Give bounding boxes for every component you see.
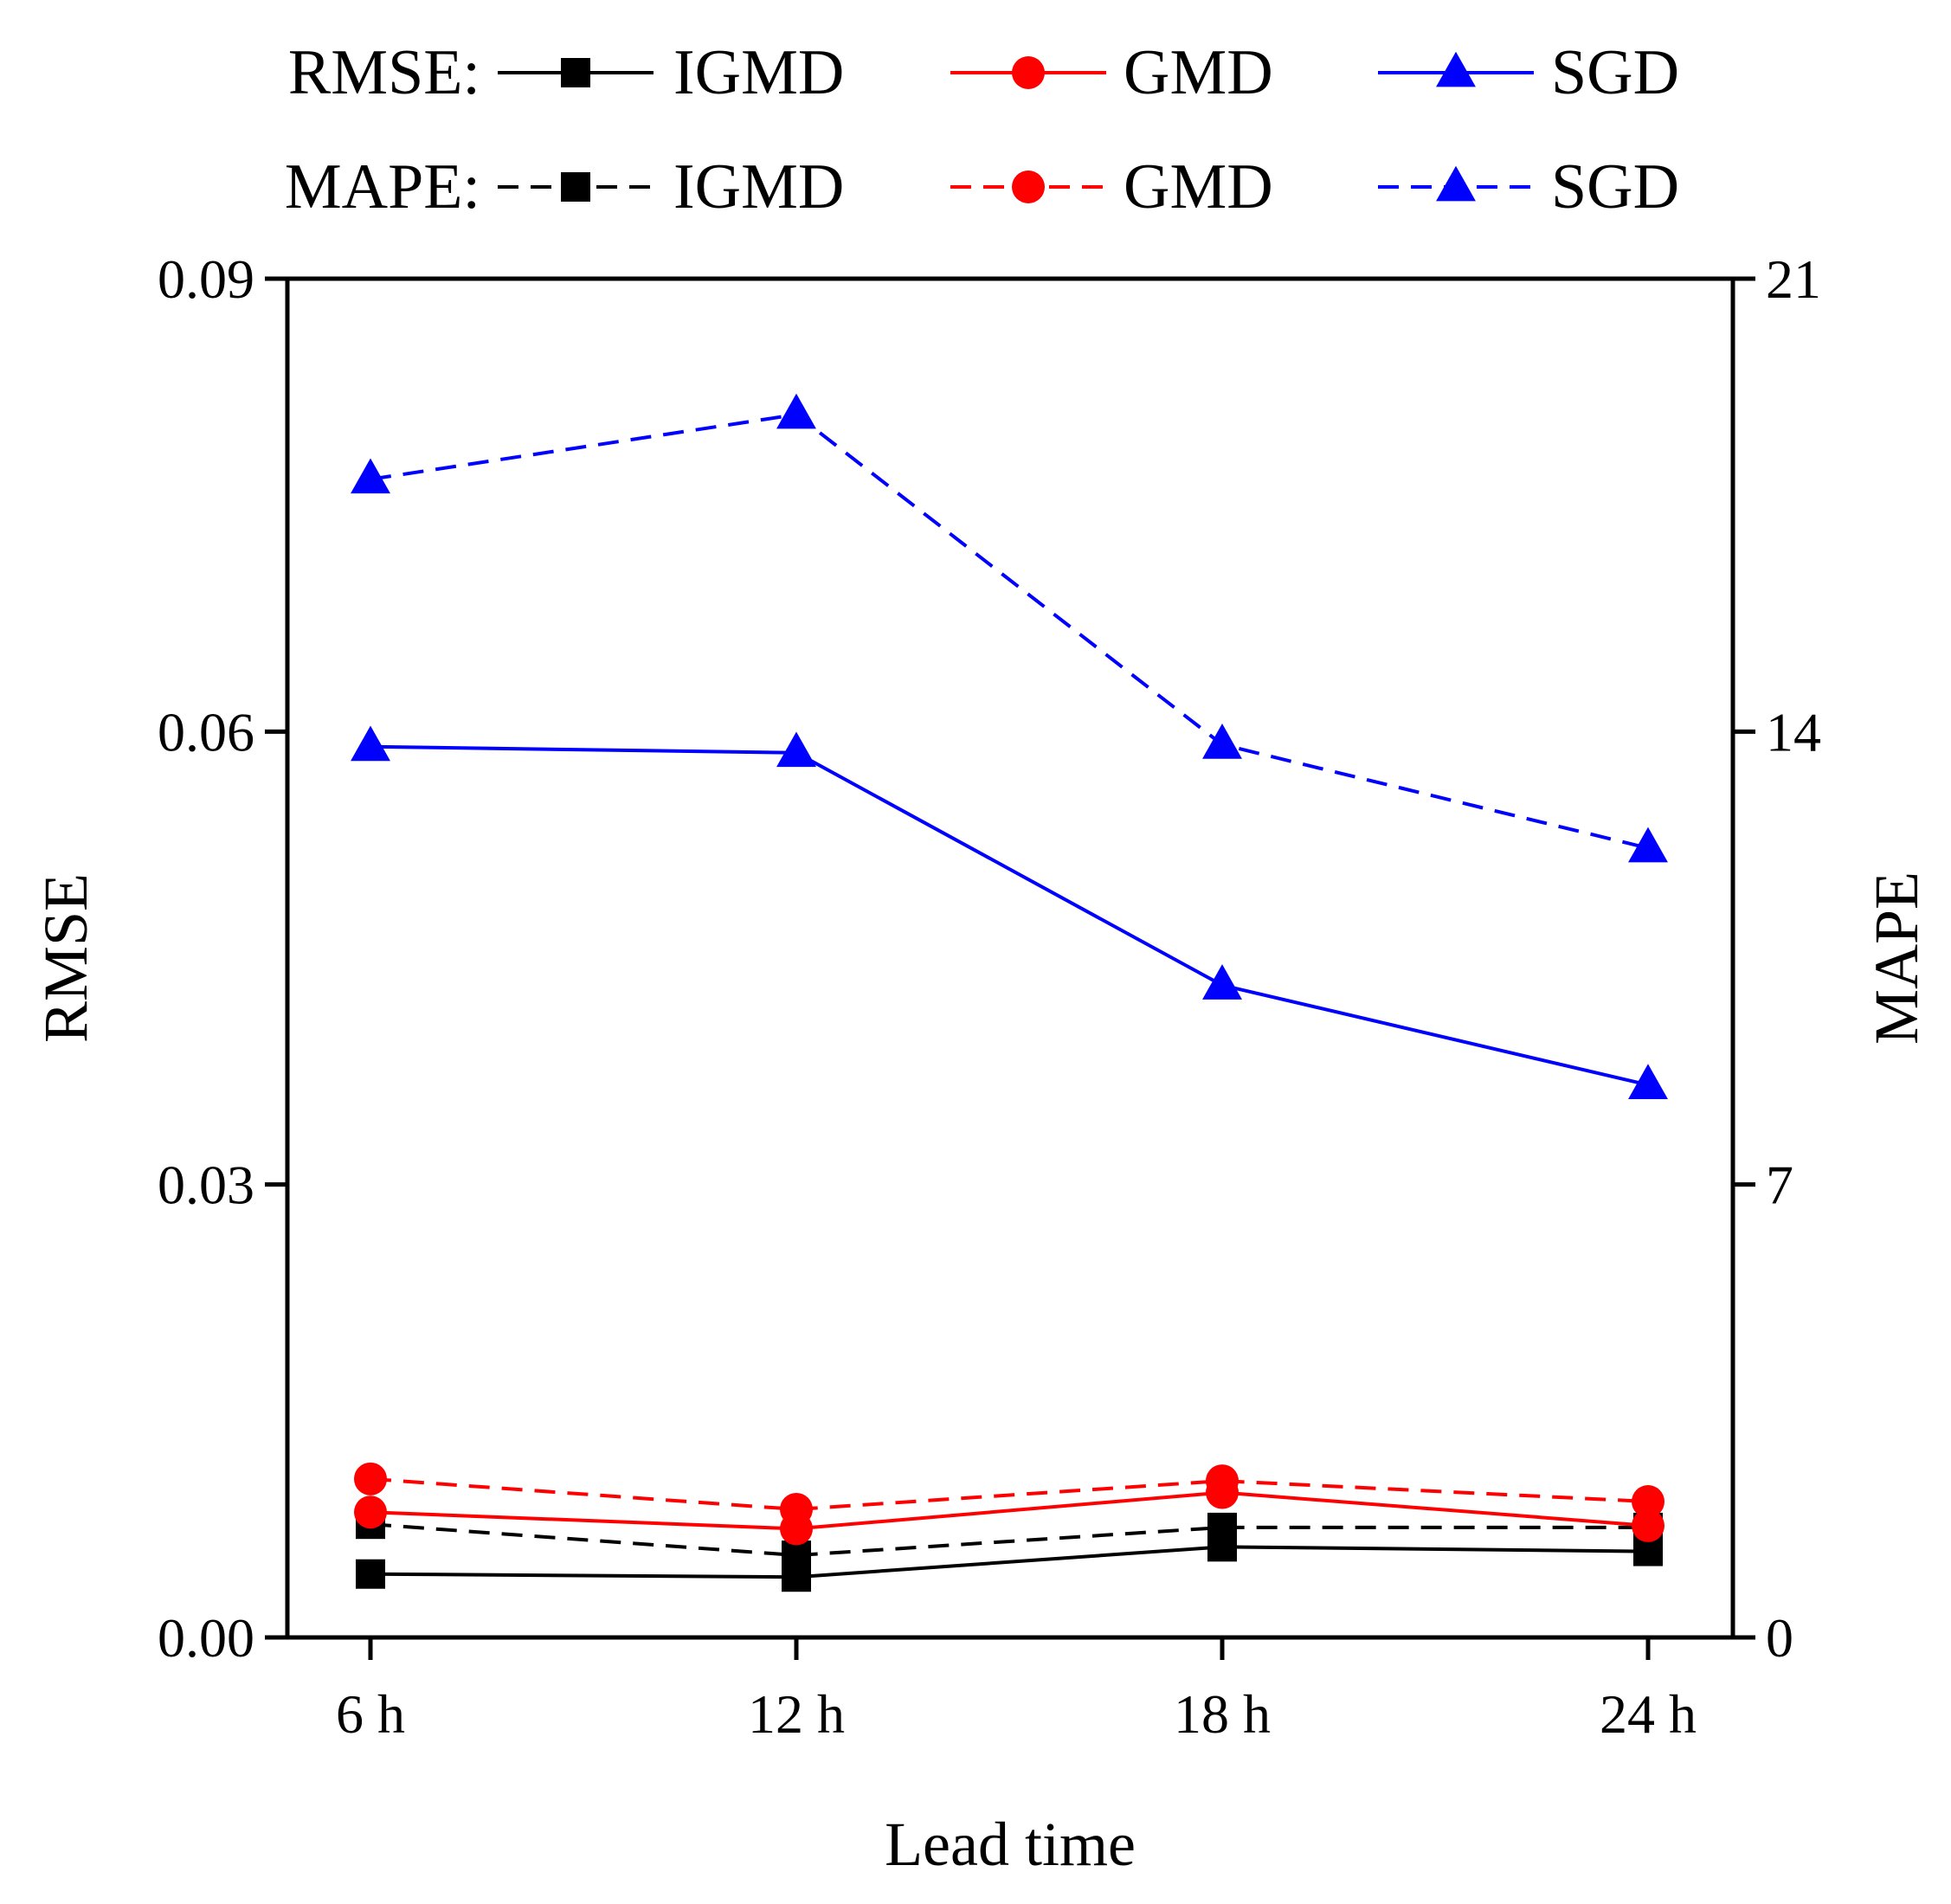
series-line-mape-gmd (370, 1476, 1649, 1511)
legend-label: SGD (1551, 37, 1679, 108)
data-point-rmse-igmd (1207, 1532, 1237, 1562)
y-tick-label-right: 0 (1766, 1607, 1793, 1669)
series-rmse-sgd (351, 725, 1668, 1099)
axis-ticks (265, 276, 1755, 1660)
series-line-mape-igmd (370, 1522, 1648, 1558)
legend-entry-rmse-sgd: SGD (1378, 37, 1679, 108)
legend-swatch-marker (561, 172, 590, 202)
x-axis-title: Lead time (885, 1810, 1136, 1879)
x-tick-label: 12 h (748, 1683, 845, 1745)
series-line-mape-sgd (370, 412, 1649, 850)
data-point-mape-sgd (1202, 724, 1242, 759)
data-point-mape-sgd (1628, 827, 1668, 863)
series-rmse-igmd (356, 1532, 1663, 1592)
legend-group-label-mape: MAPE: (285, 151, 480, 222)
data-point-rmse-gmd (354, 1496, 387, 1529)
legend-label: GMD (1124, 151, 1273, 222)
data-point-mape-sgd (351, 458, 390, 494)
legend-label: SGD (1551, 151, 1679, 222)
series-mape-sgd (351, 393, 1668, 863)
series-rmse-gmd (354, 1476, 1664, 1546)
legend-entry-rmse-gmd: GMD (950, 37, 1273, 108)
data-point-rmse-sgd (1628, 1064, 1668, 1099)
axis-tick-labels: 0.00 0.03 0.06 0.09 0 7 14 21 6 h 12 h 18 h 24 h (158, 248, 1821, 1745)
y-tick-label-right: 21 (1766, 248, 1821, 310)
y-tick-label-left: 0.06 (158, 701, 254, 762)
series-line-rmse-sgd (370, 744, 1649, 1087)
legend-entries: IGMD GMD SGD IGMD GMD SGD (498, 37, 1679, 222)
data-point-mape-gmd (1632, 1485, 1664, 1518)
legend-entry-rmse-igmd: IGMD (498, 37, 844, 108)
legend-label: IGMD (673, 37, 844, 108)
series-mape-gmd (354, 1462, 1664, 1526)
x-tick-label: 24 h (1600, 1683, 1697, 1745)
y-tick-label-left: 0.03 (158, 1155, 254, 1216)
legend: RMSE: MAPE: IGMD GMD SGD IGMD GMD SGD (285, 37, 1679, 222)
series-line-rmse-gmd (370, 1490, 1649, 1531)
data-point-mape-gmd (354, 1462, 387, 1496)
data-point-rmse-igmd (356, 1559, 385, 1589)
y-tick-label-right: 14 (1766, 701, 1821, 762)
data-point-rmse-sgd (776, 731, 816, 768)
legend-swatch-marker (561, 58, 590, 87)
legend-swatch-marker (1436, 51, 1476, 87)
data-point-mape-sgd (776, 393, 816, 429)
legend-entry-mape-gmd: GMD (950, 151, 1273, 222)
legend-label: GMD (1124, 37, 1273, 108)
data-point-rmse-gmd (1206, 1476, 1239, 1509)
legend-swatch-marker (1012, 56, 1045, 89)
legend-group-label-rmse: RMSE: (288, 37, 480, 108)
x-tick-label: 6 h (336, 1683, 405, 1745)
series-layer (351, 393, 1668, 1592)
data-point-rmse-sgd (1202, 964, 1242, 1000)
legend-swatch-marker (1436, 165, 1476, 202)
data-point-rmse-gmd (1632, 1508, 1664, 1542)
data-point-rmse-gmd (780, 1512, 813, 1546)
data-point-rmse-igmd (782, 1562, 811, 1592)
legend-entry-mape-igmd: IGMD (498, 151, 844, 222)
y-axis-title-right: MAPE (1862, 872, 1931, 1045)
series-line-rmse-igmd (370, 1545, 1649, 1579)
legend-swatch-marker (1012, 170, 1045, 203)
data-point-rmse-sgd (351, 725, 390, 762)
y-tick-label-left: 0.00 (158, 1607, 254, 1669)
plot-frame (285, 276, 1735, 1640)
y-axis-title-left: RMSE (31, 873, 100, 1043)
y-tick-label-right: 7 (1766, 1155, 1793, 1216)
legend-label: IGMD (673, 151, 844, 222)
x-tick-label: 18 h (1174, 1683, 1271, 1745)
legend-entry-mape-sgd: SGD (1378, 151, 1679, 222)
y-tick-label-left: 0.09 (158, 248, 254, 310)
